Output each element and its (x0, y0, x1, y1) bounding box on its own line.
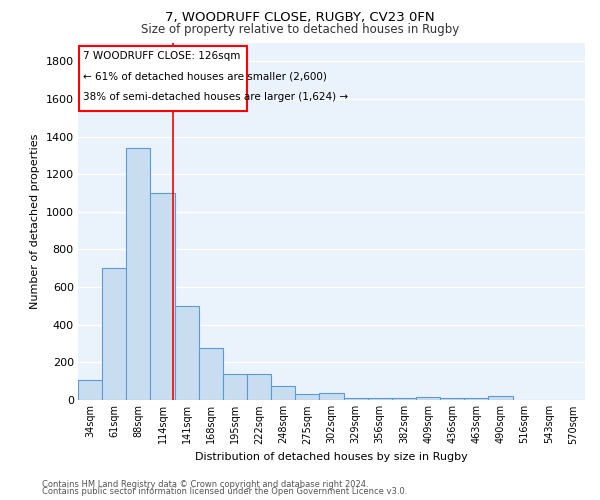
Bar (175, 306, 199, 400)
Bar (247, 374, 271, 400)
Bar (199, 348, 223, 400)
Text: Contains HM Land Registry data © Crown copyright and database right 2024.: Contains HM Land Registry data © Crown c… (42, 480, 368, 489)
Text: Contains public sector information licensed under the Open Government Licence v3: Contains public sector information licen… (42, 487, 407, 496)
Bar (440, 398, 464, 400)
Bar (344, 398, 368, 400)
Text: ← 61% of detached houses are smaller (2,600): ← 61% of detached houses are smaller (2,… (83, 72, 327, 82)
Bar (79, 46, 247, 111)
Bar (319, 394, 344, 400)
X-axis label: Distribution of detached houses by size in Rugby: Distribution of detached houses by size … (195, 452, 468, 462)
Bar (126, 148, 151, 400)
Y-axis label: Number of detached properties: Number of detached properties (30, 134, 40, 309)
Bar (78, 380, 102, 400)
Bar (416, 397, 440, 400)
Bar (464, 398, 488, 400)
Bar (271, 386, 295, 400)
Bar (368, 398, 392, 400)
Bar (392, 398, 416, 400)
Bar (488, 396, 512, 400)
Bar (102, 268, 126, 400)
Text: Size of property relative to detached houses in Rugby: Size of property relative to detached ho… (141, 22, 459, 36)
Text: 7 WOODRUFF CLOSE: 126sqm: 7 WOODRUFF CLOSE: 126sqm (83, 51, 240, 61)
Bar (295, 394, 319, 400)
Bar (223, 374, 247, 400)
Text: 7, WOODRUFF CLOSE, RUGBY, CV23 0FN: 7, WOODRUFF CLOSE, RUGBY, CV23 0FN (165, 11, 435, 24)
Text: 38% of semi-detached houses are larger (1,624) →: 38% of semi-detached houses are larger (… (83, 92, 348, 102)
Bar (151, 193, 175, 400)
